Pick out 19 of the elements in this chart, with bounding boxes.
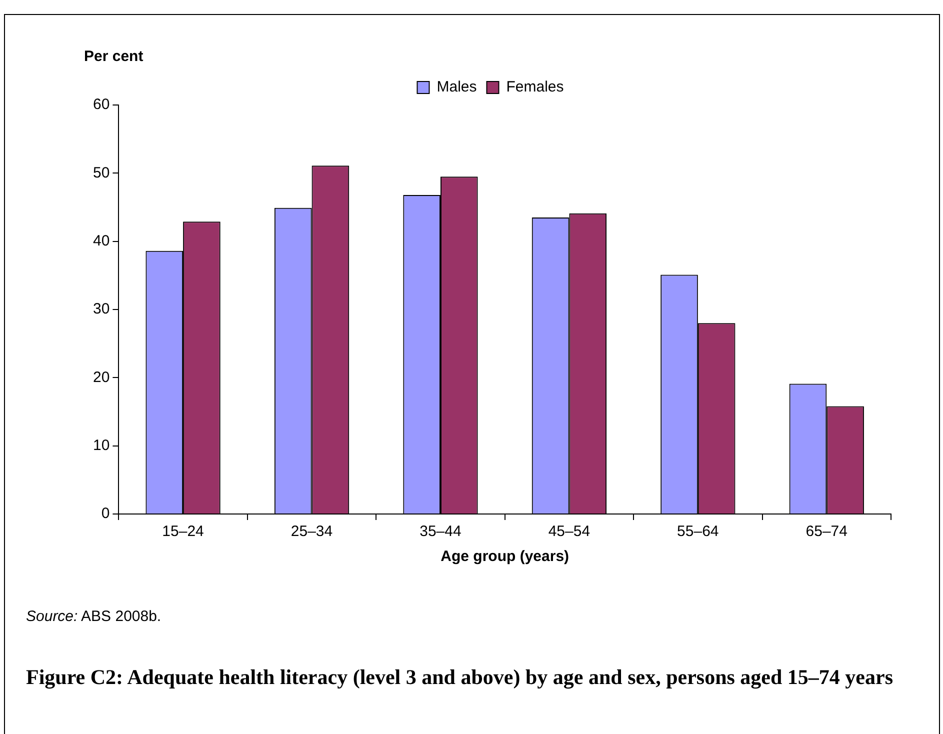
y-tick-label: 60	[92, 96, 110, 114]
text: Figure C2: Adequate health literacy (level 3 and above) by age and sex, persons aged 15–74 years	[26, 664, 894, 691]
y-tick-label: 0	[101, 505, 110, 522]
legend-label: Males	[436, 78, 477, 96]
x-axis-title: Age group (years)	[440, 548, 570, 566]
legend-label: Females	[506, 78, 564, 96]
x-tick-label: 45–54	[548, 523, 590, 540]
x-tick-label: 55–64	[677, 523, 719, 540]
y-tick-label: 50	[92, 164, 110, 182]
y-tick-label: 20	[92, 368, 110, 386]
x-tick-label: 15–24	[162, 523, 204, 540]
x-tick-label: 35–44	[420, 523, 462, 540]
source-note: Source: ABS 2008b.	[26, 608, 162, 625]
y-tick-label: 30	[92, 300, 110, 318]
y-tick-label: 10	[92, 436, 110, 454]
y-axis-title: Per cent	[84, 48, 144, 65]
x-tick-label: 25–34	[290, 523, 333, 540]
y-tick-label: 40	[92, 232, 110, 250]
x-tick-label: 65–74	[806, 523, 848, 540]
